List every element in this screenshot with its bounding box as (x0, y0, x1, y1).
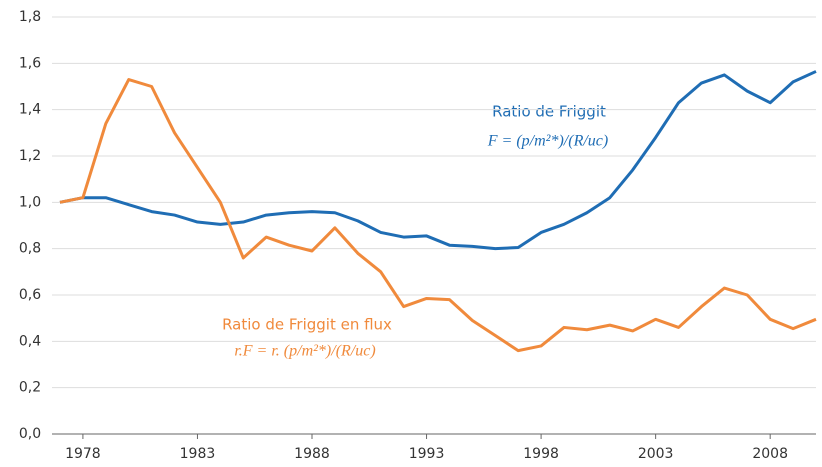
x-tick-label: 2003 (638, 446, 674, 462)
annotation: Ratio de Friggit (492, 103, 606, 121)
y-tick-label: 0,4 (19, 333, 41, 349)
annotation: Ratio de Friggit en flux (222, 316, 392, 334)
y-tick-label: 1,0 (19, 194, 41, 210)
x-tick-label: 1983 (180, 446, 216, 462)
y-tick-label: 1,6 (19, 55, 41, 71)
y-tick-label: 0,0 (19, 426, 41, 442)
y-tick-label: 0,2 (19, 380, 41, 396)
line (59, 70, 817, 251)
formula: F = (p/m²*)/(R/uc) (487, 133, 608, 150)
y-tick-label: 0,8 (19, 241, 41, 257)
line (59, 78, 817, 353)
x-tick-label: 1988 (294, 446, 330, 462)
x-tick-label: 1978 (65, 446, 101, 462)
y-tick-label: 0,6 (19, 287, 41, 303)
y-tick-label: 1,4 (19, 102, 41, 118)
x-tick-label: 1993 (409, 446, 445, 462)
y-tick-label: 1,8 (19, 9, 41, 25)
x-tick-label: 2008 (752, 446, 788, 462)
formula: r.F = r. (p/m²*)/(R/uc) (234, 343, 375, 360)
x-tick-label: 1998 (523, 446, 559, 462)
y-tick-label: 1,2 (19, 148, 41, 164)
